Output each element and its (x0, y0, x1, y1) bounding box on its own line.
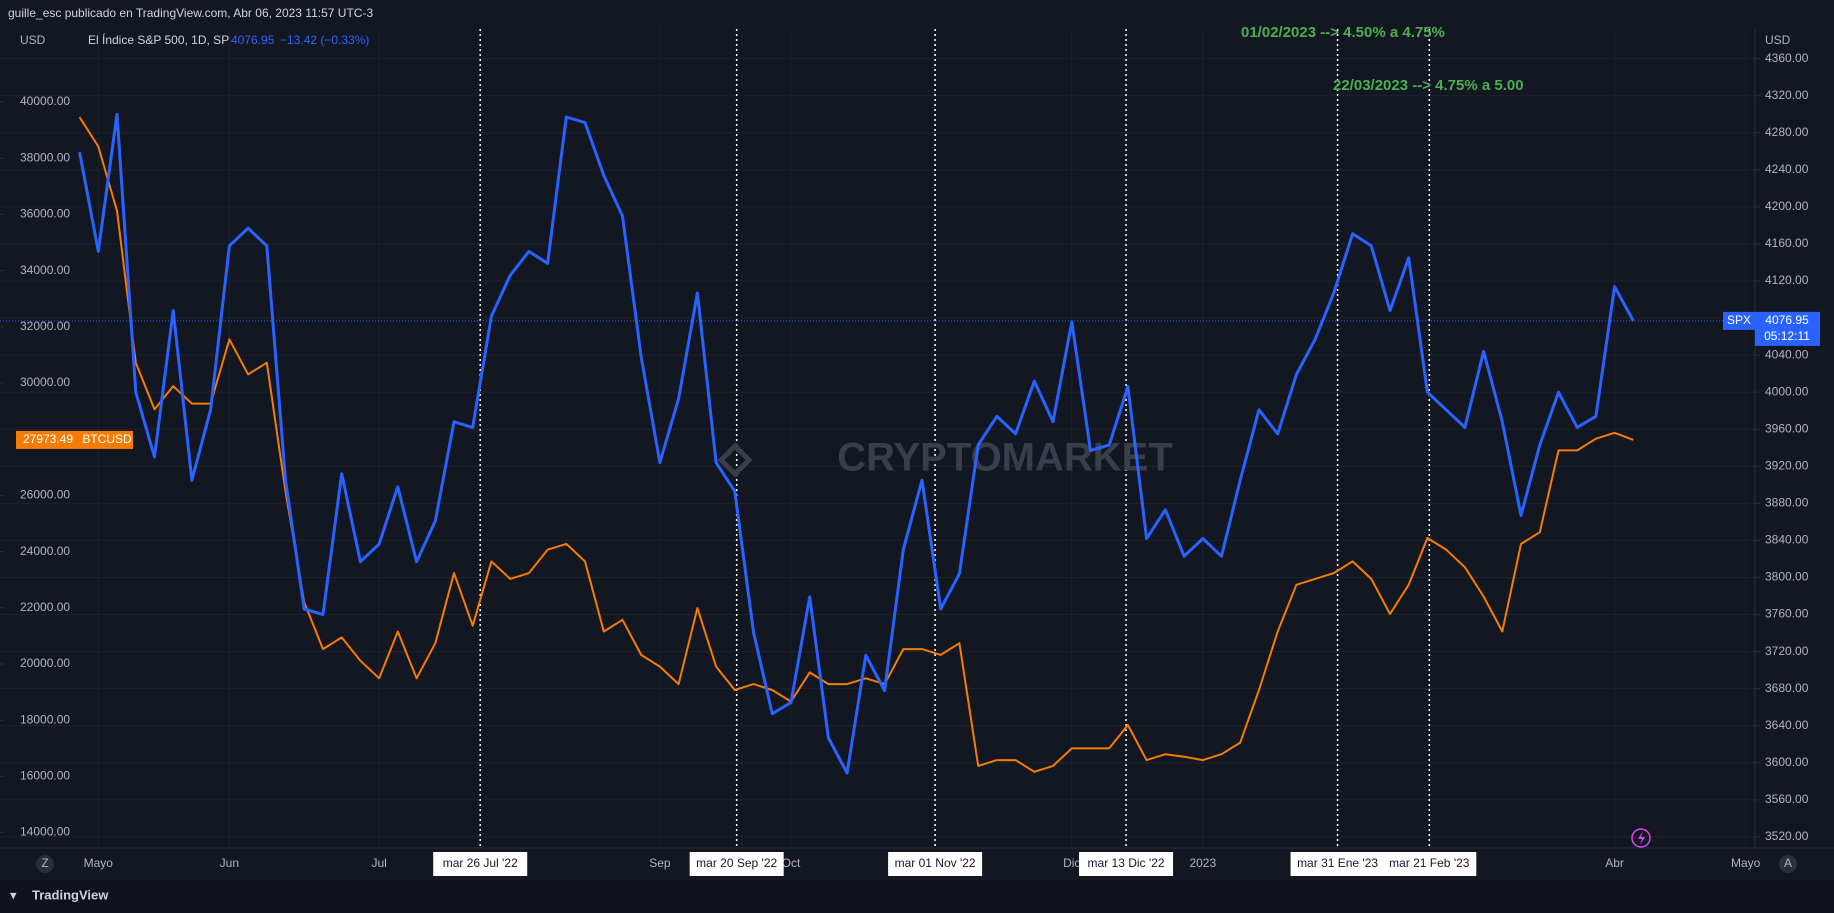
x-tick-label: Mayo (84, 856, 114, 870)
y2-tick-label: 3600.00 (1765, 755, 1809, 769)
footer-logo-mark: ▾ (10, 887, 17, 902)
left-unit: USD (20, 33, 46, 47)
alert-icon[interactable] (1631, 828, 1651, 848)
annotation: 22/03/2023 --> 4.75% a 5.00 (1333, 77, 1524, 94)
x-tick-label: Dic (1063, 856, 1080, 870)
footer-bar (0, 880, 1834, 913)
event-label-box (888, 852, 983, 876)
x-tick-label: Sep (649, 856, 671, 870)
x-tick-label: Mayo (1731, 856, 1761, 870)
y-tick-label: 20000.00 (20, 656, 70, 670)
y-tick-label: 34000.00 (20, 263, 70, 277)
y-tick-label: 26000.00 (20, 488, 70, 502)
event-label-box (1290, 852, 1385, 876)
corner-button-label[interactable]: Z (41, 856, 48, 870)
watermark: CRYPTOMARKET (837, 436, 1173, 480)
legend-title: El Índice S&P 500, 1D, SP (88, 32, 229, 47)
series-badge (81, 430, 133, 449)
y-tick-label: 38000.00 (20, 150, 70, 164)
event-label: mar 01 Nov '22 (895, 856, 976, 870)
y-tick-label: 36000.00 (20, 207, 70, 221)
event-lines (479, 29, 1431, 848)
footer-logo: TradingView (32, 887, 109, 902)
series-line (78, 112, 1635, 775)
event-label: mar 21 Feb '23 (1389, 856, 1470, 870)
y-tick-label: 18000.00 (20, 712, 70, 726)
x-tick-label: Jul (371, 856, 386, 870)
y2-tick-label: 4320.00 (1765, 88, 1809, 102)
y2-tick-label: 3960.00 (1765, 421, 1809, 435)
y2-tick-label: 3720.00 (1765, 644, 1809, 658)
event-label-box (1382, 852, 1477, 876)
price-label: 27973.49 (23, 432, 73, 446)
y2-tick-label: 3760.00 (1765, 607, 1809, 621)
alert-bolt (1638, 831, 1645, 845)
y-tick-label: 22000.00 (20, 600, 70, 614)
legend-price: 4076.95 (231, 33, 275, 47)
header: guille_esc publicado en TradingView.com,… (8, 6, 373, 20)
series-name: BTCUSD (82, 432, 132, 446)
series-name: SPX (1727, 313, 1751, 327)
y2-tick-label: 4160.00 (1765, 236, 1809, 250)
event-label: mar 26 Jul '22 (443, 856, 518, 870)
series-badge (1723, 311, 1755, 330)
y2-tick-label: 4280.00 (1765, 125, 1809, 139)
y2-tick-label: 3560.00 (1765, 792, 1809, 806)
event-label: mar 20 Sep '22 (696, 856, 777, 870)
right-unit: USD (1765, 33, 1791, 47)
event-label: mar 13 Dic '22 (1088, 856, 1165, 870)
y2-tick-label: 4200.00 (1765, 199, 1809, 213)
y2-tick-label: 3840.00 (1765, 533, 1809, 547)
y2-tick-label: 3520.00 (1765, 829, 1809, 843)
countdown: 05:12:11 (1764, 329, 1810, 343)
x-tick-label: Abr (1605, 856, 1624, 870)
y2-tick-label: 4120.00 (1765, 273, 1809, 287)
event-label-box (1079, 852, 1174, 876)
event-label: mar 31 Ene '23 (1297, 856, 1378, 870)
annotation: 01/02/2023 --> 4.50% a 4.75% (1241, 24, 1445, 41)
y2-tick-label: 3920.00 (1765, 458, 1809, 472)
axes: 4360.00 4320.00 4280.00 4240.00 4200.00 4160.… (0, 51, 1820, 876)
y2-tick-label: 4000.00 (1765, 384, 1809, 398)
price-label: 4076.95 (1765, 313, 1809, 327)
y2-tick-label: 3800.00 (1765, 570, 1809, 584)
y2-tick-label: 4360.00 (1765, 51, 1809, 65)
corner-button[interactable] (1779, 855, 1797, 873)
watermark-icon (717, 442, 753, 478)
y-tick-label: 14000.00 (20, 825, 70, 839)
y-tick-label: 24000.00 (20, 544, 70, 558)
corner-button[interactable] (36, 855, 54, 873)
y-tick-label: 32000.00 (20, 319, 70, 333)
y-tick-label: 40000.00 (20, 94, 70, 108)
y2-tick-label: 4240.00 (1765, 162, 1809, 176)
y-tick-label: 16000.00 (20, 769, 70, 783)
x-tick-label: 2023 (1189, 856, 1216, 870)
x-tick-label: Oct (782, 856, 801, 870)
event-label-box (689, 852, 784, 876)
y2-tick-label: 3640.00 (1765, 718, 1809, 732)
price-badge (16, 430, 81, 449)
price-badge (1755, 311, 1820, 346)
y2-tick-label: 4040.00 (1765, 347, 1809, 361)
grid (0, 29, 1755, 848)
legend-change: −13.42 (−0.33%) (280, 33, 369, 47)
series-line (78, 116, 1634, 773)
x-tick-label: Jun (220, 856, 239, 870)
y2-tick-label: 3880.00 (1765, 496, 1809, 510)
y2-tick-label: 3680.00 (1765, 681, 1809, 695)
series (0, 112, 1755, 775)
corner-button-label[interactable]: A (1784, 856, 1792, 870)
event-label-box (433, 852, 528, 876)
y-tick-label: 30000.00 (20, 375, 70, 389)
